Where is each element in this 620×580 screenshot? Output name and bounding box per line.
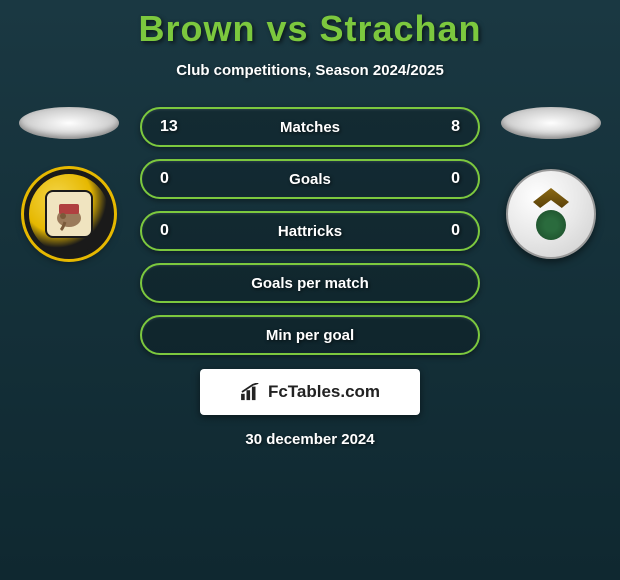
main-row: 13 Matches 8 0 Goals 0 0 Hattricks 0 Goa… <box>0 107 620 355</box>
player-avatar-right <box>501 107 601 139</box>
stat-label: Min per goal <box>266 327 354 344</box>
stat-row-min-per-goal: Min per goal <box>140 315 480 355</box>
stat-right-value: 0 <box>430 170 460 188</box>
stat-right-value: 8 <box>430 118 460 136</box>
comparison-card: Brown vs Strachan Club competitions, Sea… <box>0 0 620 448</box>
thistle-icon <box>536 210 566 240</box>
stat-left-value: 0 <box>160 170 190 188</box>
crest-left-emblem <box>45 190 93 238</box>
stat-label: Goals per match <box>251 275 369 292</box>
club-crest-right <box>506 169 596 259</box>
bars-chart-icon <box>240 383 262 401</box>
stat-label: Matches <box>280 119 340 136</box>
left-player-col <box>14 107 124 259</box>
subtitle: Club competitions, Season 2024/2025 <box>0 62 620 79</box>
stat-row-matches: 13 Matches 8 <box>140 107 480 147</box>
player-avatar-left <box>19 107 119 139</box>
stat-left-value: 13 <box>160 118 190 136</box>
elephant-icon <box>51 196 87 232</box>
right-player-col <box>496 107 606 259</box>
stat-label: Hattricks <box>278 223 342 240</box>
stat-row-hattricks: 0 Hattricks 0 <box>140 211 480 251</box>
stat-row-goals: 0 Goals 0 <box>140 159 480 199</box>
eagle-icon <box>533 188 569 208</box>
stat-label: Goals <box>289 171 331 188</box>
date-label: 30 december 2024 <box>0 431 620 448</box>
club-crest-left <box>24 169 114 259</box>
stat-right-value: 0 <box>430 222 460 240</box>
stat-left-value: 0 <box>160 222 190 240</box>
crest-right-emblem <box>521 184 581 244</box>
page-title: Brown vs Strachan <box>0 8 620 50</box>
stat-row-goals-per-match: Goals per match <box>140 263 480 303</box>
brand-badge[interactable]: FcTables.com <box>200 369 420 415</box>
stats-column: 13 Matches 8 0 Goals 0 0 Hattricks 0 Goa… <box>140 107 480 355</box>
brand-text: FcTables.com <box>268 382 380 402</box>
